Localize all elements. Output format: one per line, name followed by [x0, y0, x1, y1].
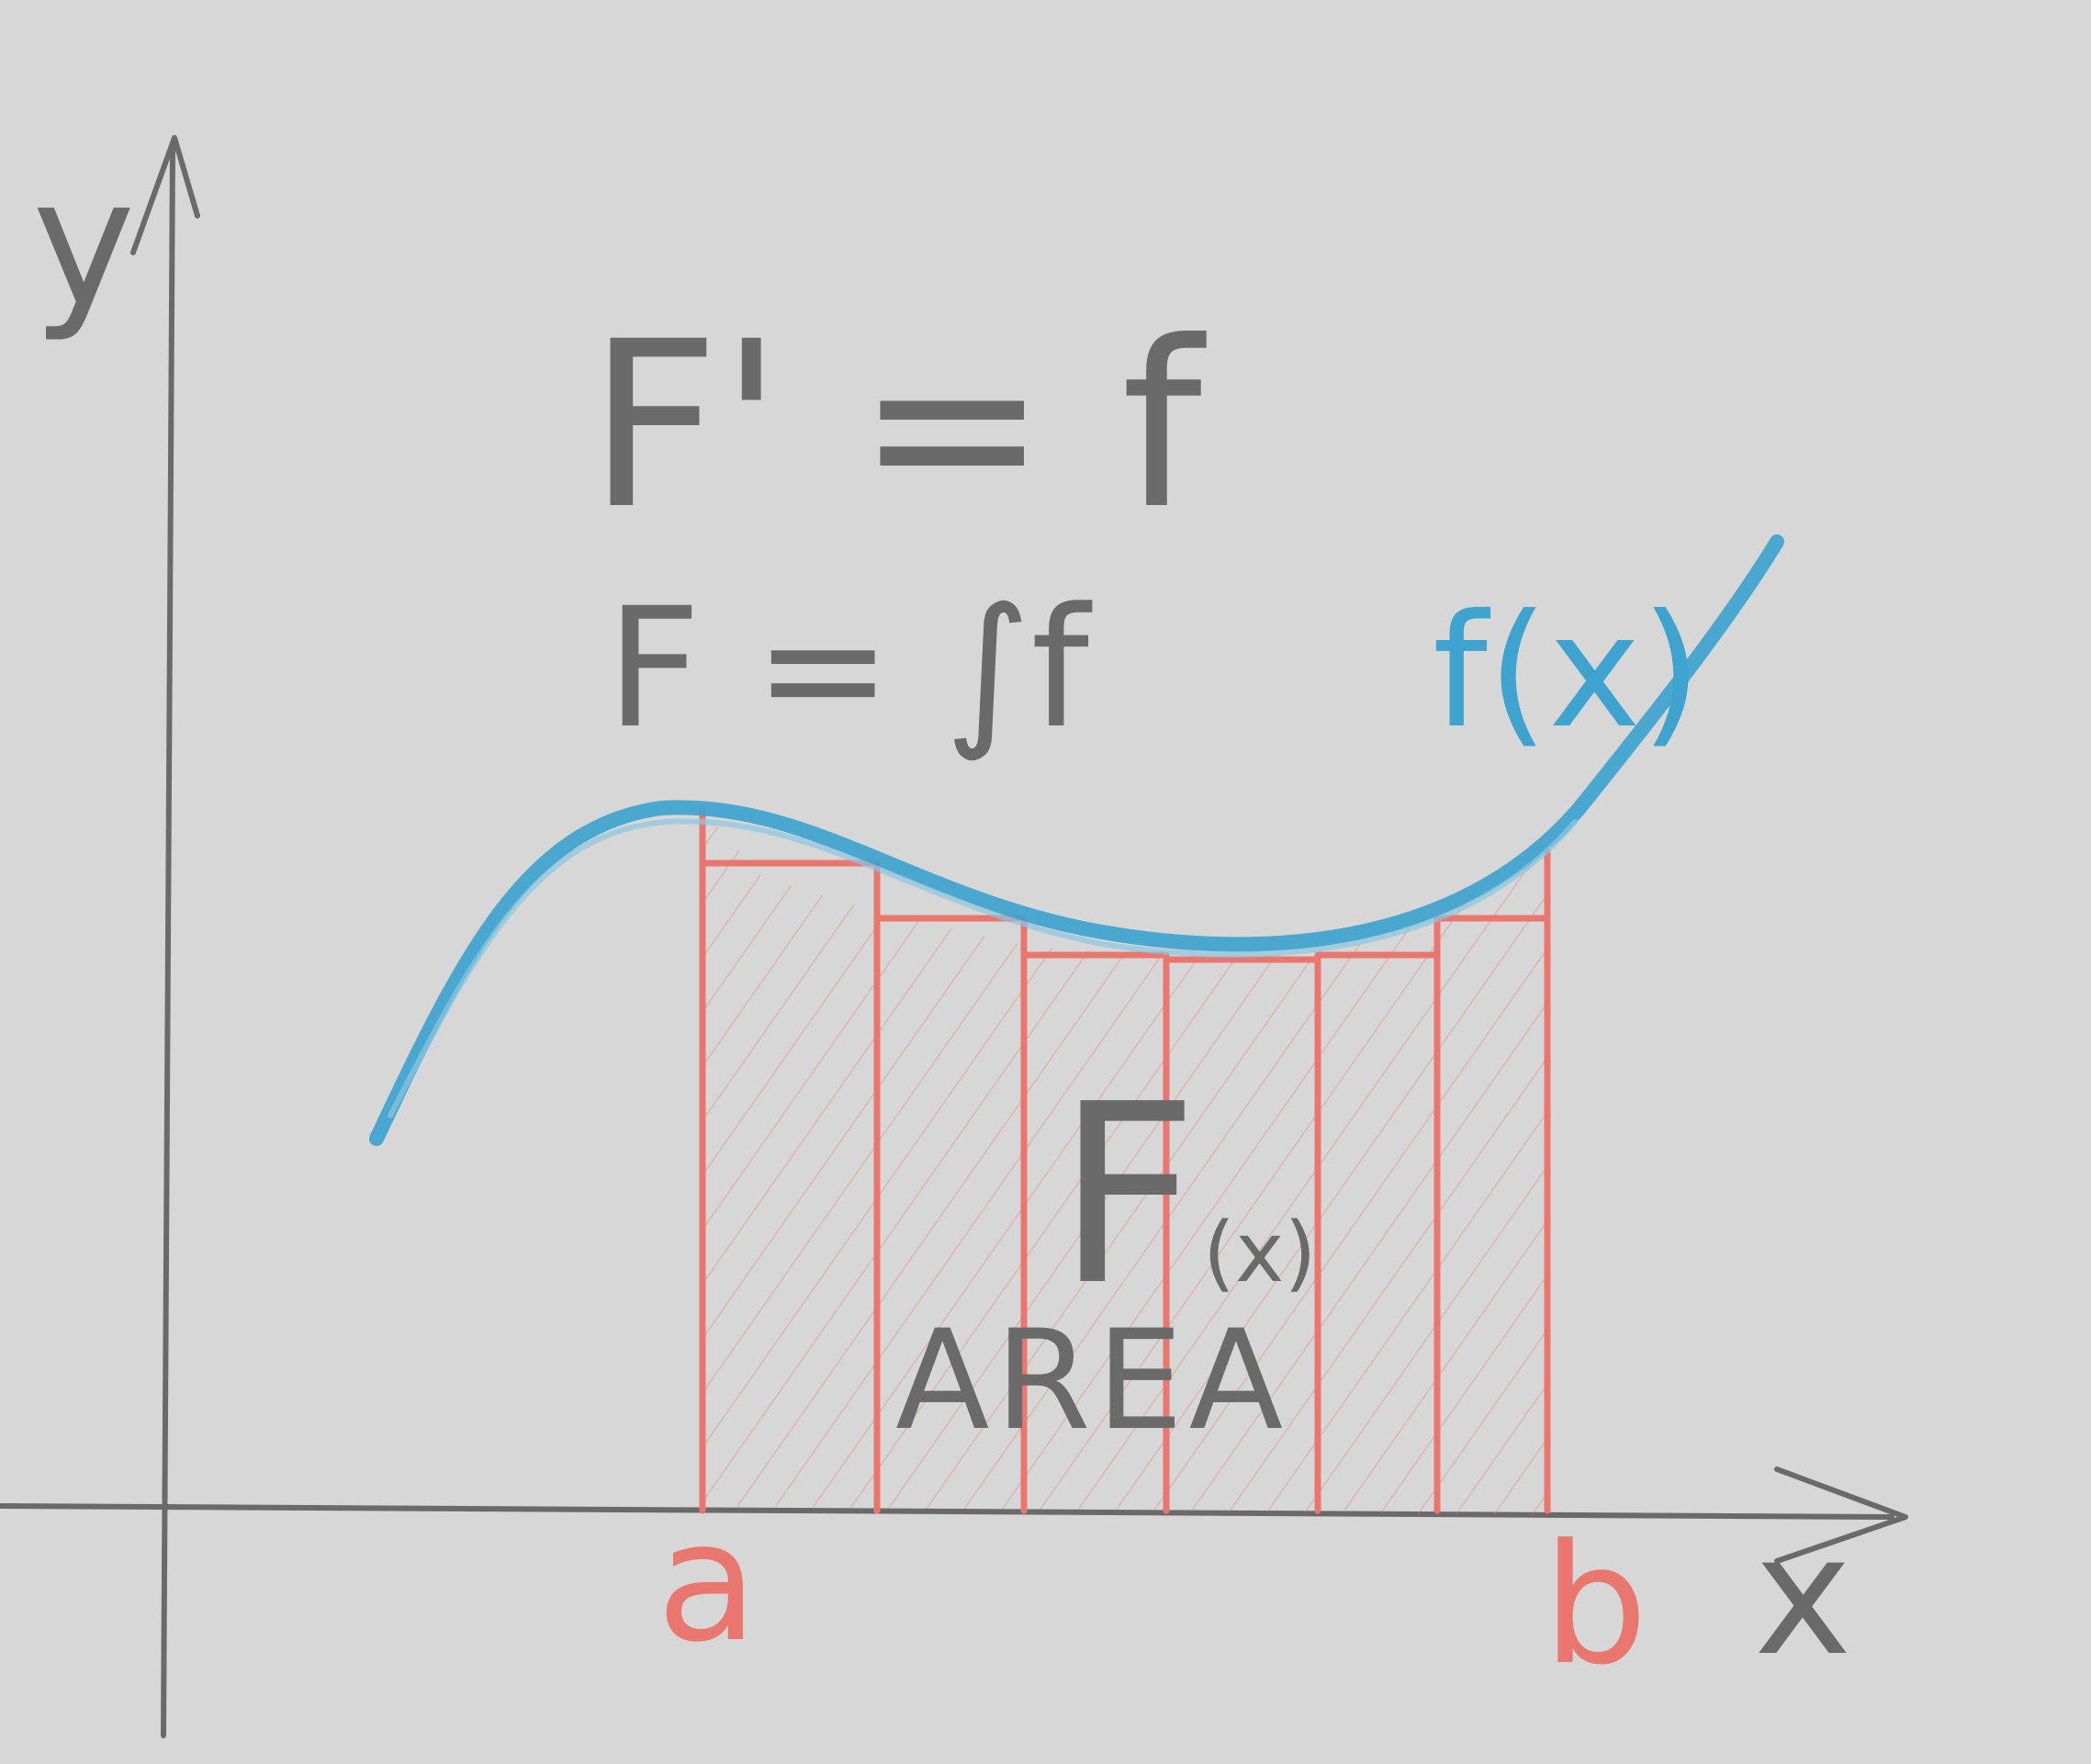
area-hatching — [703, 808, 1547, 1515]
y-axis-label: y — [32, 141, 135, 344]
x-axis-label: x — [1754, 1500, 1852, 1692]
riemann-rectangle-6 — [1433, 915, 1551, 1514]
formula-integral: F = ∫f — [606, 573, 1093, 765]
area-function-label: F — [1056, 1051, 1198, 1340]
label-b: b — [1543, 1510, 1647, 1702]
formula-derivative: F' = f — [588, 292, 1207, 559]
y-axis-arrow — [130, 135, 200, 255]
label-a: a — [657, 1487, 758, 1679]
x-axis-arrow — [1774, 1466, 1908, 1564]
area-function-subscript: (x) — [1203, 1205, 1317, 1301]
x-axis-line — [0, 1503, 1894, 1520]
y-axis-line — [161, 144, 175, 1738]
curve-fx-shade — [388, 818, 1578, 1118]
axes — [0, 135, 1908, 1738]
curve-label: f(x) — [1433, 581, 1702, 763]
riemann-rectangles — [699, 808, 1551, 1514]
curve-fx — [369, 534, 1784, 1146]
area-word: AREA — [895, 1301, 1288, 1461]
